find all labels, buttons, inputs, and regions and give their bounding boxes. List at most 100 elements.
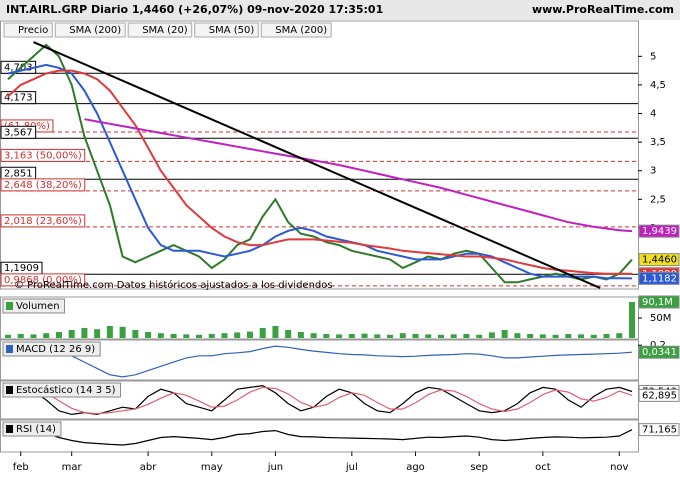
level-box	[0, 148, 86, 162]
price-tag	[638, 271, 680, 285]
panel-title-box	[2, 298, 66, 314]
volume-bar	[476, 334, 483, 338]
level-label: 2,018 (23,60%)	[4, 216, 82, 227]
volume-bar	[170, 334, 177, 338]
volume-bar	[183, 334, 190, 338]
volume-bar	[590, 334, 597, 338]
series-line	[7, 69, 633, 275]
panel-icon	[6, 345, 13, 353]
price-tag	[638, 423, 680, 437]
volume-bar	[603, 334, 610, 338]
y-tick-label: 4	[650, 109, 656, 120]
volume-bar	[285, 330, 292, 338]
volume-bar	[30, 334, 37, 338]
legend-box	[260, 22, 332, 38]
volume-bar	[348, 334, 355, 338]
volume-bar	[387, 334, 394, 338]
volume-bar	[629, 301, 635, 338]
volume-bar	[336, 334, 343, 338]
y-tick-label: 3,5	[650, 137, 666, 148]
y-tick-label: 5	[650, 51, 656, 62]
header-site: www.ProRealTime.com	[532, 3, 674, 16]
legend-label: SMA (200)	[275, 25, 327, 36]
volume-bar	[361, 333, 368, 338]
level-label: 0,9868 (0,00%)	[4, 275, 82, 286]
volume-bar	[55, 332, 62, 338]
series-line	[7, 384, 633, 416]
y-tick-label: 2,5	[650, 194, 666, 205]
volume-bar	[196, 334, 203, 338]
volume-bar	[68, 330, 75, 338]
volume-bar	[323, 334, 330, 338]
level-label: 4,173	[4, 93, 33, 104]
volume-bar	[565, 334, 572, 338]
level-box	[0, 273, 86, 287]
header-bar	[0, 0, 680, 20]
volume-bar	[43, 333, 50, 338]
legend-label: SMA (20)	[142, 25, 188, 36]
x-tick-label: ago	[406, 462, 425, 473]
y-tick-label: 4,5	[650, 80, 666, 91]
panel-icon	[6, 425, 13, 433]
volume-bar	[5, 334, 11, 338]
volume-bar	[514, 333, 521, 338]
series-line	[7, 63, 633, 280]
price-tag-label: 71,165	[642, 425, 677, 436]
x-tick-label: may	[201, 462, 223, 473]
volume-bar	[450, 334, 457, 338]
panel-title-box	[2, 341, 101, 357]
volume-bar	[297, 332, 304, 338]
y-tick-label: 3	[650, 166, 656, 177]
level-label: 2,851	[4, 168, 33, 179]
volume-bar	[272, 326, 279, 338]
price-tag	[638, 253, 680, 267]
price-tag-label: 1,1182	[642, 273, 677, 284]
price-tag-label: 1,9439	[642, 226, 677, 237]
annotation: © ProRealTime.com Datos históricos ajust…	[14, 279, 333, 291]
panel-title: Estocástico (14 3 5)	[16, 384, 116, 396]
y-tick-label: 50M	[650, 313, 671, 324]
volume-bar	[132, 330, 139, 338]
panel-frame	[0, 339, 639, 381]
legend-label: Precio	[18, 25, 48, 36]
volume-bar	[94, 329, 101, 338]
volume-bar	[259, 328, 266, 338]
header-title: INT.AIRL.GRP Diario 1,4460 (+26,07%) 09-…	[6, 3, 383, 16]
x-tick-label: nov	[610, 462, 628, 473]
trend-line	[33, 41, 601, 289]
panel-title-box	[2, 382, 122, 398]
level-box	[0, 214, 86, 228]
level-label: 3,567	[4, 127, 33, 138]
panel-title-box	[2, 421, 62, 437]
level-box	[0, 178, 86, 192]
volume-bar	[425, 334, 432, 338]
volume-bar	[246, 331, 253, 338]
volume-bar	[501, 330, 508, 338]
x-tick-label: oct	[535, 462, 551, 473]
level-label: 4,703	[4, 62, 33, 73]
level-box	[0, 125, 37, 139]
x-tick-label: jul	[345, 462, 358, 473]
legend-label: SMA (200)	[69, 25, 121, 36]
panel-title: Volumen	[16, 301, 60, 312]
panel-icon	[6, 302, 13, 310]
volume-bar	[17, 334, 24, 338]
volume-bar	[81, 328, 88, 338]
volume-bar	[374, 334, 381, 338]
volume-bar	[437, 334, 444, 338]
legend-box	[127, 22, 193, 38]
volume-bar	[539, 334, 546, 338]
panel-title: MACD (12 26 9)	[16, 344, 95, 355]
price-tag-label: 62,895	[642, 390, 677, 401]
x-tick-label: jun	[267, 462, 283, 473]
level-label: 3,163 (50,00%)	[4, 150, 82, 161]
series-line	[7, 429, 633, 446]
price-tag-label: 1,4460	[642, 255, 677, 266]
series-line	[7, 344, 633, 378]
volume-bar	[221, 333, 228, 338]
series-line	[84, 118, 633, 233]
x-tick-label: mar	[62, 462, 83, 473]
x-tick-label: feb	[13, 462, 29, 473]
price-tag	[638, 224, 680, 238]
volume-bar	[157, 333, 164, 338]
